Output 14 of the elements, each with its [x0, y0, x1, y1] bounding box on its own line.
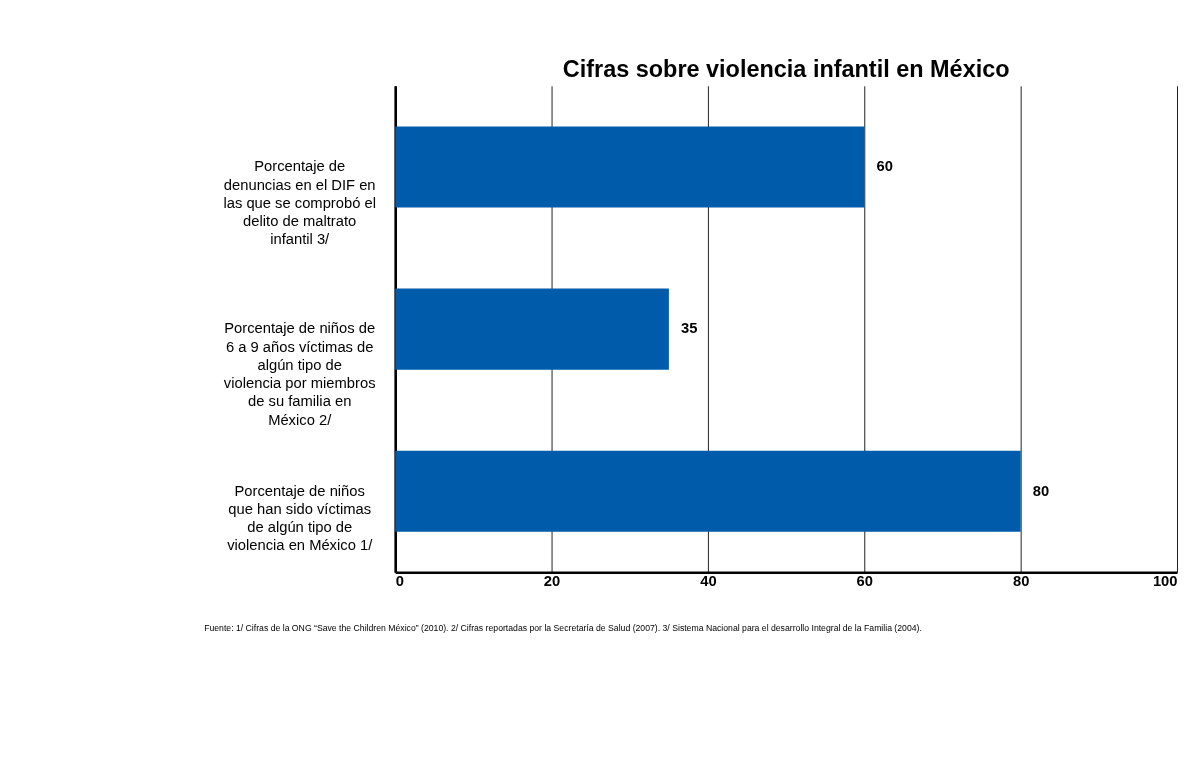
- x-tick-label: 60: [856, 572, 873, 589]
- data-label: 35: [681, 320, 698, 337]
- data-label: 60: [876, 158, 893, 175]
- x-tick-label: 20: [543, 572, 561, 589]
- source-note: Fuente: 1/ Cifras de la ONG “Save the Children México” (2010). 2/ Cifras reportadas por la Secretaría de Salud (2007). 3/ Sistema Nacional para el desarrollo Integral de la Familia (2004).: [204, 623, 922, 634]
- x-tick-label: 0: [395, 572, 404, 589]
- x-tick-label: 100: [1152, 572, 1178, 589]
- y-tick-label: Porcentaje de denuncias en el DIF en las que se comprobó el delito de maltrato infantil 3/: [223, 158, 376, 248]
- y-tick-label: Porcentaje de niños que han sido víctimas de algún tipo de violencia en México 1/: [227, 482, 374, 554]
- data-label: 80: [1032, 482, 1050, 499]
- y-tick-label: Porcentaje de niños de 6 a 9 años víctimas de algún tipo de violencia por miembros de su familia en México 2/: [223, 320, 376, 428]
- x-tick-label: 40: [700, 572, 717, 589]
- chart-title: Cifras sobre violencia infantil en México: [562, 56, 1010, 83]
- x-tick-label: 80: [1012, 572, 1030, 589]
